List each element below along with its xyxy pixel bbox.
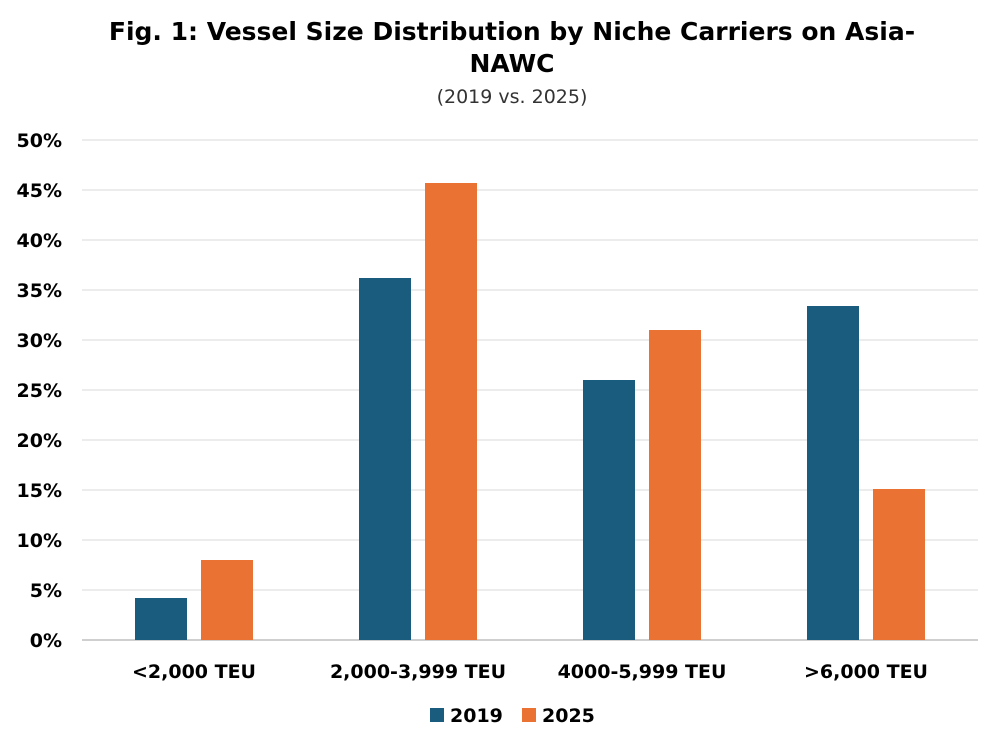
y-tick-label: 5% [30, 580, 62, 602]
y-tick-label: 25% [17, 380, 62, 402]
y-tick-label: 40% [17, 230, 62, 252]
bar-2025-1[interactable] [425, 183, 477, 640]
y-tick-label: 50% [17, 130, 62, 152]
legend-label-2019: 2019 [450, 705, 503, 727]
bar-2019-1[interactable] [359, 278, 411, 640]
bar-2025-0[interactable] [201, 560, 253, 640]
y-tick-label: 30% [17, 330, 62, 352]
bar-2019-0[interactable] [135, 598, 187, 640]
bar-2025-2[interactable] [649, 330, 701, 640]
x-category-label: 4000-5,999 TEU [558, 661, 727, 683]
legend-swatch-2025 [522, 708, 536, 722]
y-tick-label: 0% [30, 630, 62, 652]
y-tick-label: 15% [17, 480, 62, 502]
y-tick-label: 20% [17, 430, 62, 452]
x-category-label: >6,000 TEU [804, 661, 928, 683]
y-tick-label: 10% [17, 530, 62, 552]
x-axis-categories: <2,000 TEU 2,000-3,999 TEU 4000-5,999 TEU >… [132, 661, 928, 683]
x-category-label: 2,000-3,999 TEU [330, 661, 506, 683]
chart-title-line2: NAWC [469, 49, 554, 78]
bars [135, 183, 925, 640]
legend-swatch-2019 [430, 708, 444, 722]
x-category-label: <2,000 TEU [132, 661, 256, 683]
bar-2019-3[interactable] [807, 306, 859, 640]
y-tick-label: 45% [17, 180, 62, 202]
chart-title-line1: Fig. 1: Vessel Size Distribution by Nich… [109, 17, 915, 46]
legend: 2019 2025 [430, 705, 595, 727]
y-axis-ticks: 0% 5% 10% 15% 20% 25% 30% 35% 40% 45% 50% [17, 130, 62, 652]
legend-label-2025: 2025 [542, 705, 595, 727]
bar-2025-3[interactable] [873, 489, 925, 640]
y-tick-label: 35% [17, 280, 62, 302]
bar-2019-2[interactable] [583, 380, 635, 640]
chart-subtitle: (2019 vs. 2025) [437, 86, 588, 108]
